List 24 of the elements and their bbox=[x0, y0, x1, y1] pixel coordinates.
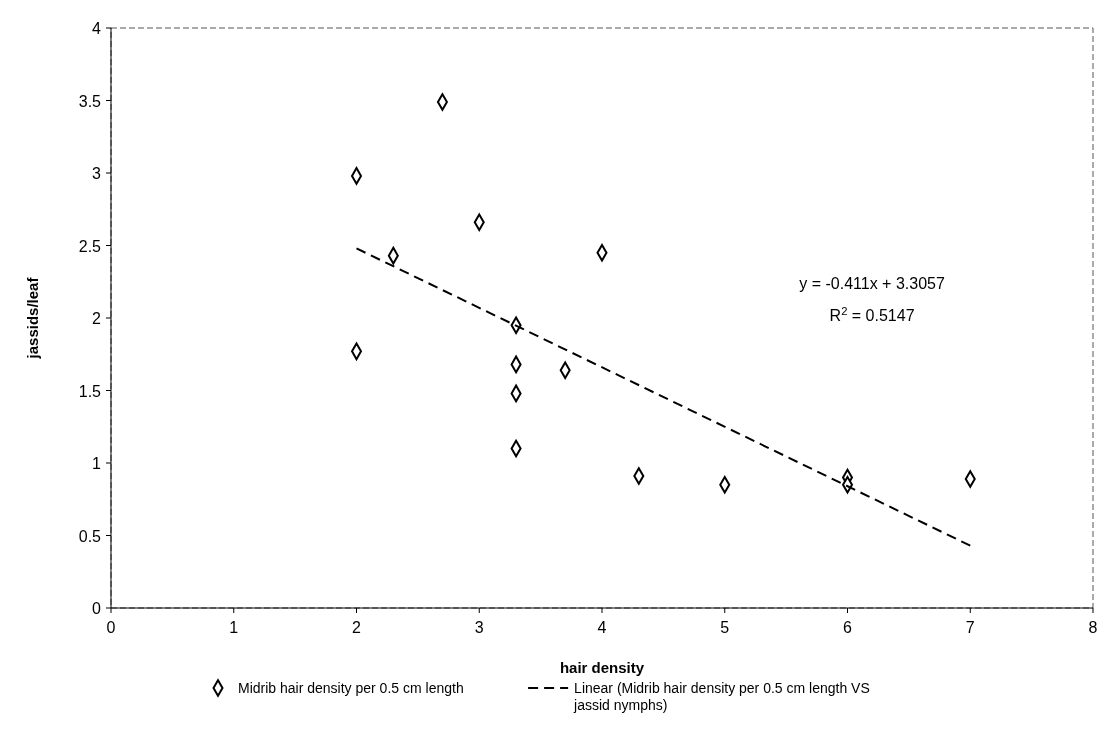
x-tick-label: 3 bbox=[474, 619, 484, 636]
x-tick-label: 6 bbox=[843, 619, 853, 636]
annotation: R$^{2}$ = 0.5147 bbox=[829, 305, 915, 324]
y-tick-label: 0 bbox=[92, 600, 102, 617]
y-tick-label: 1 bbox=[92, 455, 102, 472]
legend-label: Midrib hair density per 0.5 cm length bbox=[238, 680, 464, 696]
y-tick-label: 1.5 bbox=[78, 382, 102, 400]
x-tick-label: 1 bbox=[229, 619, 239, 636]
legend-label: Linear (Midrib hair density per 0.5 cm length VS jassid nymphs) bbox=[573, 680, 870, 713]
x-axis-title: hair density bbox=[559, 659, 645, 676]
annotation: y = -0.411x + 3.3057 bbox=[799, 275, 945, 292]
y-tick-label: 0.5 bbox=[78, 527, 102, 545]
y-tick-label: 4 bbox=[92, 20, 102, 37]
y-tick-label: 3.5 bbox=[78, 92, 102, 110]
x-tick-label: 5 bbox=[720, 619, 730, 636]
y-axis-title: jassids/leaf bbox=[24, 276, 41, 360]
x-tick-label: 2 bbox=[352, 619, 362, 636]
x-tick-label: 0 bbox=[106, 619, 116, 636]
y-tick-label: 2 bbox=[92, 310, 102, 327]
y-tick-label: 2.5 bbox=[78, 237, 102, 255]
x-tick-label: 8 bbox=[1088, 619, 1098, 636]
y-tick-label: 3 bbox=[92, 165, 102, 182]
x-tick-label: 4 bbox=[597, 619, 607, 636]
x-tick-label: 7 bbox=[965, 619, 975, 636]
